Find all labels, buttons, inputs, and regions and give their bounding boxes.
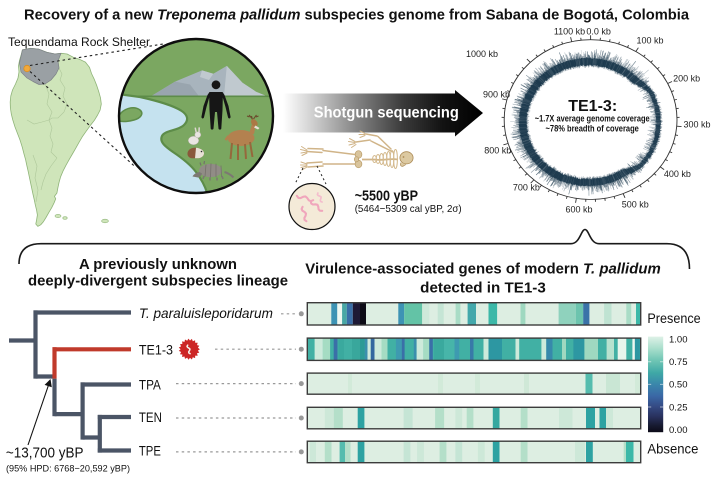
svg-text:TPA: TPA xyxy=(139,378,161,393)
svg-text:1000 kb: 1000 kb xyxy=(466,49,498,59)
svg-text:Shotgun sequencing: Shotgun sequencing xyxy=(314,105,459,122)
svg-text:900 kb: 900 kb xyxy=(483,90,510,100)
svg-text:(95% HPD: 6768−20,592 yBP): (95% HPD: 6768−20,592 yBP) xyxy=(6,464,130,475)
svg-text:TEN: TEN xyxy=(139,410,162,425)
svg-text:200 kb: 200 kb xyxy=(673,73,700,83)
svg-text:TPE: TPE xyxy=(139,444,161,459)
svg-text:0.00: 0.00 xyxy=(669,425,688,436)
svg-text:~1.7X average genome coverage: ~1.7X average genome coverage xyxy=(535,114,650,124)
svg-text:Absence: Absence xyxy=(647,442,698,457)
svg-text:0.0 kb: 0.0 kb xyxy=(586,26,611,36)
svg-text:deeply-divergent subspecies li: deeply-divergent subspecies lineage xyxy=(28,273,288,290)
svg-text:300 kb: 300 kb xyxy=(683,119,710,129)
svg-text:400 kb: 400 kb xyxy=(664,169,691,179)
svg-text:~5500 yBP: ~5500 yBP xyxy=(355,188,418,205)
svg-text:A previously unknown: A previously unknown xyxy=(79,256,237,273)
svg-text:(5464−5309 cal yBP, 2σ): (5464−5309 cal yBP, 2σ) xyxy=(355,203,462,215)
svg-text:Recovery of a new Treponema pa: Recovery of a new Treponema pallidum sub… xyxy=(24,8,690,24)
svg-text:TE1-3: TE1-3 xyxy=(139,342,173,357)
svg-text:0.75: 0.75 xyxy=(669,357,688,368)
svg-text:800 kb: 800 kb xyxy=(484,146,511,156)
svg-text:~78% breadth of coverage: ~78% breadth of coverage xyxy=(546,124,639,134)
svg-text:500 kb: 500 kb xyxy=(622,199,649,209)
svg-text:600 kb: 600 kb xyxy=(565,204,592,214)
svg-text:T. paraluisleporidarum: T. paraluisleporidarum xyxy=(139,305,273,321)
svg-text:Presence: Presence xyxy=(647,311,701,326)
svg-text:Virulence-associated genes of: Virulence-associated genes of modern T. … xyxy=(305,261,661,278)
svg-text:0.25: 0.25 xyxy=(669,402,688,413)
svg-text:100 kb: 100 kb xyxy=(636,36,663,46)
svg-text:1100 kb: 1100 kb xyxy=(554,26,585,36)
svg-text:700 kb: 700 kb xyxy=(513,182,540,192)
svg-text:1.00: 1.00 xyxy=(669,335,688,346)
svg-text:0.50: 0.50 xyxy=(669,380,688,391)
svg-text:detected in TE1-3: detected in TE1-3 xyxy=(420,280,546,297)
svg-text:~13,700 yBP: ~13,700 yBP xyxy=(6,445,84,462)
svg-text:Tequendama Rock Shelter: Tequendama Rock Shelter xyxy=(8,35,150,49)
svg-text:TE1-3:: TE1-3: xyxy=(568,98,617,115)
